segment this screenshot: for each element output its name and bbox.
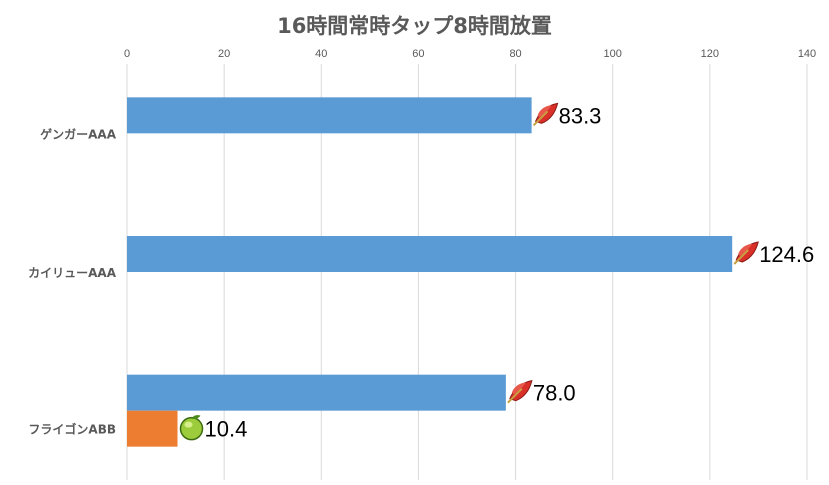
x-tick-label: 120 (701, 48, 719, 60)
category-label: カイリューAAA (28, 266, 117, 280)
data-label: 124.6 (759, 242, 814, 267)
red-leaf-icon (507, 380, 533, 404)
x-tick-label: 60 (412, 48, 424, 60)
chart-title: 16時間常時タップ8時間放置 (277, 14, 552, 38)
category-label: フライゴンABB (28, 422, 116, 437)
bar (127, 236, 733, 272)
x-tick-label: 80 (509, 48, 521, 60)
data-label: 10.4 (205, 417, 248, 442)
category-label: ゲンガーAAA (40, 126, 117, 141)
bar (127, 97, 532, 134)
data-label: 78.0 (533, 381, 576, 406)
x-tick-label: 100 (604, 48, 622, 60)
x-tick-label: 0 (124, 48, 130, 60)
bar (127, 374, 506, 411)
green-apple-icon (179, 415, 204, 441)
red-leaf-icon (532, 102, 559, 127)
x-tick-label: 20 (218, 48, 230, 60)
bar (127, 410, 178, 447)
data-label: 83.3 (559, 103, 602, 128)
x-tick-label: 140 (798, 48, 816, 60)
red-leaf-icon (733, 241, 759, 265)
x-tick-label: 40 (315, 48, 327, 60)
